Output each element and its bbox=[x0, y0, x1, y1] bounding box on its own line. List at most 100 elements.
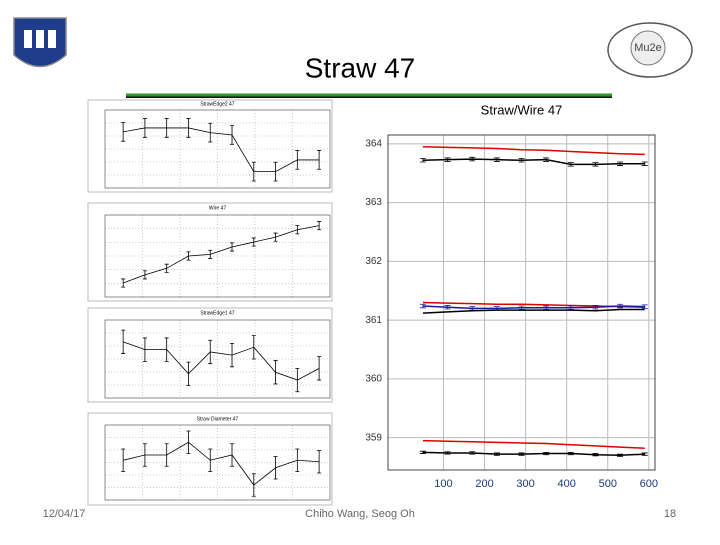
error-bar bbox=[617, 303, 624, 309]
error-bar bbox=[186, 430, 191, 454]
error-bar bbox=[230, 125, 235, 145]
error-bar bbox=[121, 122, 126, 142]
mu2e-logo: Mu2e bbox=[607, 22, 693, 78]
error-bar bbox=[317, 150, 322, 170]
error-bar bbox=[273, 456, 278, 480]
error-bar bbox=[641, 452, 648, 456]
error-bar bbox=[230, 443, 235, 467]
date: 12/04/17 bbox=[43, 508, 86, 520]
error-bar bbox=[469, 156, 476, 162]
series-line bbox=[123, 127, 320, 173]
duke-logo bbox=[13, 17, 67, 68]
charts: StrawEdge2 47 Wire 47 StrawEdge1 47 Straw D… bbox=[87, 99, 660, 506]
error-bar bbox=[295, 150, 300, 170]
series-line bbox=[123, 441, 320, 486]
error-bar bbox=[142, 337, 147, 362]
authors: Chiho Wang, Seog Oh bbox=[305, 508, 415, 520]
error-bar bbox=[208, 249, 213, 259]
x-tick-label: 100 bbox=[434, 478, 452, 490]
error-bar bbox=[251, 335, 256, 360]
x-tick-label: 300 bbox=[516, 478, 534, 490]
series-line bbox=[422, 146, 645, 156]
error-bar bbox=[208, 122, 213, 143]
error-bar bbox=[121, 278, 126, 288]
error-bar bbox=[230, 343, 235, 368]
chart-title: Wire 47 bbox=[209, 205, 226, 211]
error-bar bbox=[295, 225, 300, 235]
slide-title: Straw 47 bbox=[305, 52, 416, 83]
error-bar bbox=[142, 443, 147, 467]
error-bar bbox=[273, 360, 278, 385]
error-bar bbox=[142, 270, 147, 280]
error-bar bbox=[208, 339, 213, 365]
y-tick-label: 360 bbox=[365, 374, 382, 385]
error-bar bbox=[317, 356, 322, 381]
plot-border bbox=[104, 109, 331, 189]
error-bar bbox=[518, 158, 525, 163]
error-bar bbox=[186, 361, 191, 386]
error-bar bbox=[251, 237, 256, 247]
chart-title: Straw Diameter 47 bbox=[197, 416, 239, 422]
x-tick-label: 600 bbox=[640, 478, 658, 490]
error-bar bbox=[444, 451, 451, 455]
chart-title: StrawEdge2 47 bbox=[200, 101, 234, 107]
error-bar bbox=[142, 118, 147, 138]
plot-border bbox=[104, 424, 331, 501]
error-bar bbox=[592, 453, 599, 457]
chart-frame bbox=[340, 100, 660, 500]
y-tick-label: 361 bbox=[365, 315, 382, 326]
error-bar bbox=[164, 263, 169, 273]
error-bar bbox=[641, 304, 648, 309]
series-line bbox=[422, 308, 645, 314]
y-tick-label: 364 bbox=[365, 138, 382, 149]
series-line bbox=[123, 341, 320, 381]
error-bar bbox=[419, 303, 426, 309]
error-bar bbox=[251, 161, 256, 182]
chart-frame bbox=[87, 99, 333, 193]
y-tick-label: 363 bbox=[365, 197, 382, 208]
error-bar bbox=[230, 242, 235, 252]
error-bar bbox=[444, 157, 451, 162]
error-bar bbox=[251, 473, 256, 497]
error-bar bbox=[419, 450, 426, 454]
error-bar bbox=[295, 367, 300, 393]
series-line bbox=[123, 225, 320, 284]
error-bar bbox=[208, 448, 213, 472]
y-tick-label: 362 bbox=[365, 256, 382, 267]
error-bar bbox=[295, 448, 300, 472]
plot-border bbox=[104, 214, 331, 298]
error-bar bbox=[121, 329, 126, 354]
chart-title: StrawEdge1 47 bbox=[200, 310, 234, 316]
error-bar bbox=[444, 305, 451, 310]
error-bar bbox=[273, 232, 278, 242]
error-bar bbox=[641, 161, 648, 166]
error-bar bbox=[317, 450, 322, 474]
x-tick-label: 500 bbox=[599, 478, 617, 490]
plot-border bbox=[104, 319, 331, 399]
error-bar bbox=[493, 452, 500, 456]
x-tick-label: 400 bbox=[558, 478, 576, 490]
error-bar bbox=[419, 158, 426, 163]
y-tick-label: 359 bbox=[365, 432, 382, 443]
logo-text: Mu2e bbox=[634, 42, 662, 54]
error-bar bbox=[186, 118, 191, 138]
error-bar bbox=[617, 453, 624, 457]
error-bar bbox=[617, 161, 624, 166]
error-bar bbox=[518, 452, 525, 456]
error-bar bbox=[164, 443, 169, 467]
error-bar bbox=[567, 451, 574, 456]
error-bar bbox=[186, 251, 191, 261]
error-bar bbox=[592, 305, 599, 310]
page-number: 18 bbox=[664, 508, 676, 520]
error-bar bbox=[121, 448, 126, 472]
series-line bbox=[422, 451, 645, 457]
x-tick-label: 200 bbox=[475, 478, 493, 490]
error-bar bbox=[273, 161, 278, 182]
error-bar bbox=[543, 157, 550, 162]
plot-border bbox=[387, 134, 656, 471]
series-line bbox=[422, 439, 645, 450]
error-bar bbox=[567, 162, 574, 167]
error-bar bbox=[493, 157, 500, 162]
error-bar bbox=[543, 451, 550, 456]
